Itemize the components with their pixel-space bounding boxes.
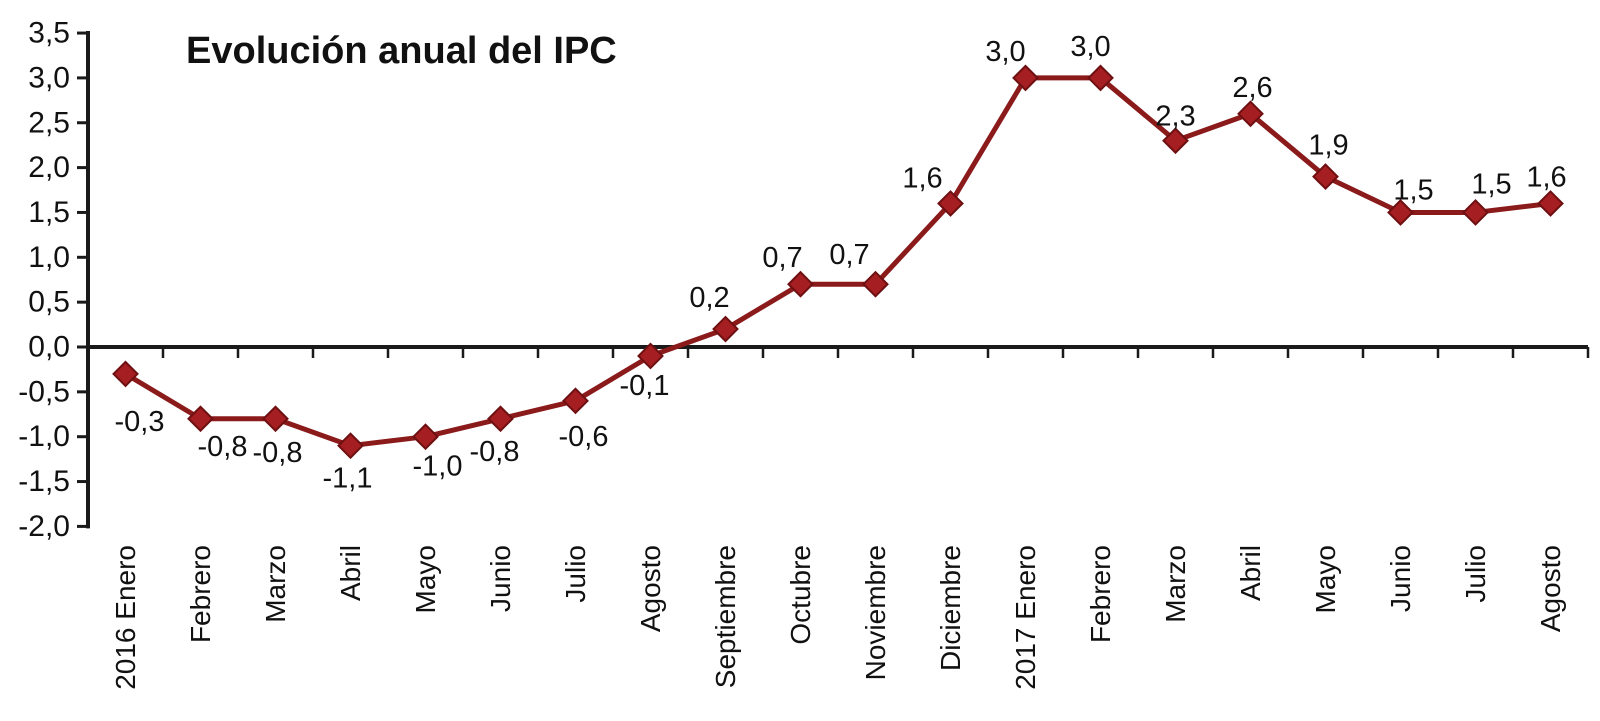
x-tick-label: Marzo <box>1160 545 1191 623</box>
data-point-marker <box>1462 199 1489 226</box>
data-point-label: 1,6 <box>902 162 942 194</box>
data-point-label: -0,8 <box>253 437 303 469</box>
x-tick-label: Diciembre <box>935 545 966 671</box>
x-tick-label: Abril <box>1235 545 1266 601</box>
data-point-marker <box>487 405 514 433</box>
data-point-marker <box>937 190 964 217</box>
data-point-label: 1,5 <box>1393 174 1433 206</box>
data-point-marker <box>637 342 664 370</box>
data-point-label: -0,8 <box>198 431 248 463</box>
x-tick-label: Febrero <box>185 545 216 643</box>
y-tick-label: 3,0 <box>28 61 70 94</box>
data-point-label: -0,3 <box>115 406 165 438</box>
y-tick-label: 1,5 <box>28 196 70 229</box>
data-point-marker <box>1237 100 1264 128</box>
x-tick-label: Agosto <box>1535 545 1566 632</box>
y-tick-label: -1,5 <box>18 465 70 498</box>
data-point-label: -1,0 <box>413 451 463 483</box>
data-point-label: -0,1 <box>620 370 670 402</box>
data-point-label: -0,8 <box>470 436 520 468</box>
x-tick-label: Abril <box>335 545 366 601</box>
data-point-marker <box>1012 64 1039 92</box>
x-tick-label: Febrero <box>1085 545 1116 643</box>
data-point-label: 2,6 <box>1232 72 1272 104</box>
data-point-marker <box>787 270 814 298</box>
x-tick-label: Mayo <box>1310 545 1341 613</box>
data-point-marker <box>412 423 439 451</box>
data-point-marker <box>262 405 289 433</box>
y-tick-label: 2,0 <box>28 151 70 184</box>
y-tick-label: 3,5 <box>28 17 70 50</box>
chart-title: Evolución anual del IPC <box>186 30 617 72</box>
x-tick-label: Septiembre <box>710 545 741 688</box>
x-tick-label: Octubre <box>785 545 816 645</box>
data-point-label: -0,6 <box>559 421 609 453</box>
ipc-series-line <box>123 75 1553 449</box>
y-tick-label: 0,0 <box>28 331 70 364</box>
y-tick-label: -2,0 <box>18 510 70 543</box>
x-tick-label: 2016 Enero <box>110 545 141 690</box>
data-point-marker <box>187 405 214 433</box>
data-point-label: 1,6 <box>1526 161 1566 193</box>
data-point-marker <box>1162 127 1189 155</box>
data-point-label: 0,2 <box>689 282 729 314</box>
data-point-label: 3,0 <box>985 36 1025 68</box>
data-point-label: 0,7 <box>829 239 869 271</box>
data-point-marker <box>1312 163 1339 190</box>
x-tick-label: 2017 Enero <box>1010 545 1041 690</box>
data-point-marker <box>112 360 139 388</box>
x-tick-label: Noviembre <box>860 545 891 680</box>
x-tick-label: Julio <box>560 545 591 603</box>
data-point-marker <box>1537 190 1564 217</box>
x-tick-label: Agosto <box>635 545 666 632</box>
data-point-marker <box>1387 199 1414 226</box>
x-tick-label: Junio <box>1385 545 1416 612</box>
y-tick-label: -0,5 <box>18 375 70 408</box>
y-tick-label: 2,5 <box>28 106 70 139</box>
data-point-label: 1,9 <box>1308 130 1348 162</box>
data-point-marker <box>1087 64 1114 92</box>
x-tick-label: Mayo <box>410 545 441 613</box>
x-tick-label: Junio <box>485 545 516 612</box>
data-point-marker <box>337 432 364 460</box>
data-point-label: 1,5 <box>1471 168 1511 200</box>
y-tick-label: -1,0 <box>18 420 70 453</box>
data-point-label: -1,1 <box>323 463 373 495</box>
x-tick-label: Marzo <box>260 545 291 623</box>
data-point-label: 3,0 <box>1070 31 1110 63</box>
data-point-label: 2,3 <box>1155 101 1195 133</box>
data-point-marker <box>712 315 739 343</box>
data-point-marker <box>862 270 889 298</box>
y-tick-label: 0,5 <box>28 286 70 319</box>
y-tick-label: 1,0 <box>28 241 70 274</box>
data-point-label: 0,7 <box>762 242 802 274</box>
x-tick-label: Julio <box>1460 545 1491 603</box>
data-point-marker <box>562 387 589 415</box>
